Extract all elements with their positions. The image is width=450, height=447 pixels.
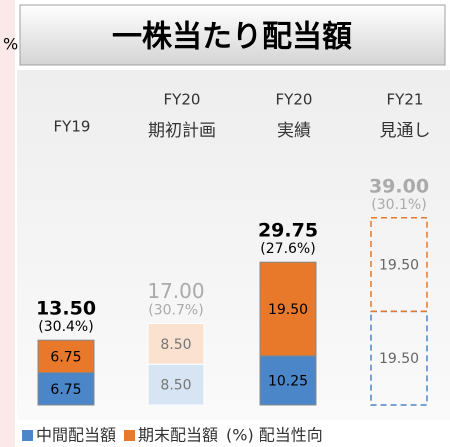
left-strip xyxy=(0,0,15,447)
bar-segment xyxy=(37,372,95,406)
x-tick-label: FY19 xyxy=(54,118,91,136)
legend-swatch xyxy=(124,430,136,441)
bar-value-label: 8.50 xyxy=(160,337,191,353)
bar-segment xyxy=(370,310,428,406)
payout-ratio-label: (27.6%) xyxy=(260,241,315,257)
bar-value-label: 8.50 xyxy=(160,378,191,394)
total-label: 39.00 xyxy=(369,175,429,197)
legend-extra: (%) 配当性向 xyxy=(226,426,323,445)
bar-segment xyxy=(259,355,317,406)
x-tick-label: FY21 xyxy=(387,91,424,109)
chart-title: 一株当たり配当額 xyxy=(112,20,352,55)
legend-label: 中間配当額 xyxy=(36,426,116,445)
bar-value-label: 10.25 xyxy=(268,373,308,389)
total-label: 29.75 xyxy=(258,220,318,242)
bar-value-label: 19.50 xyxy=(379,351,419,367)
payout-ratio-label: (30.1%) xyxy=(371,197,426,213)
payout-ratio-label: (30.7%) xyxy=(148,302,203,318)
bar-segment xyxy=(370,217,428,313)
x-tick-sublabel: 実績 xyxy=(277,121,311,141)
bar-segment xyxy=(147,322,205,365)
left-fragment: % xyxy=(3,35,18,54)
payout-ratio-label: (30.4%) xyxy=(38,319,93,335)
bar-value-label: 6.75 xyxy=(50,382,81,398)
x-tick-label: FY20 xyxy=(276,91,313,109)
bar-value-label: 6.75 xyxy=(50,349,81,365)
legend-label: 期末配当額 xyxy=(138,426,218,445)
bar-value-label: 19.50 xyxy=(268,302,308,318)
x-tick-sublabel: 期初計画 xyxy=(148,121,216,141)
x-tick-label: FY20 xyxy=(164,91,201,109)
total-label: 13.50 xyxy=(36,298,96,320)
bar-segment xyxy=(37,339,95,374)
legend-swatch xyxy=(22,430,33,441)
title-box xyxy=(19,4,446,66)
bar-value-label: 19.50 xyxy=(379,258,419,274)
bar-segment xyxy=(259,261,317,357)
total-label: 17.00 xyxy=(147,279,204,303)
x-tick-sublabel: 見通し xyxy=(380,121,431,141)
legend-area xyxy=(17,420,450,447)
